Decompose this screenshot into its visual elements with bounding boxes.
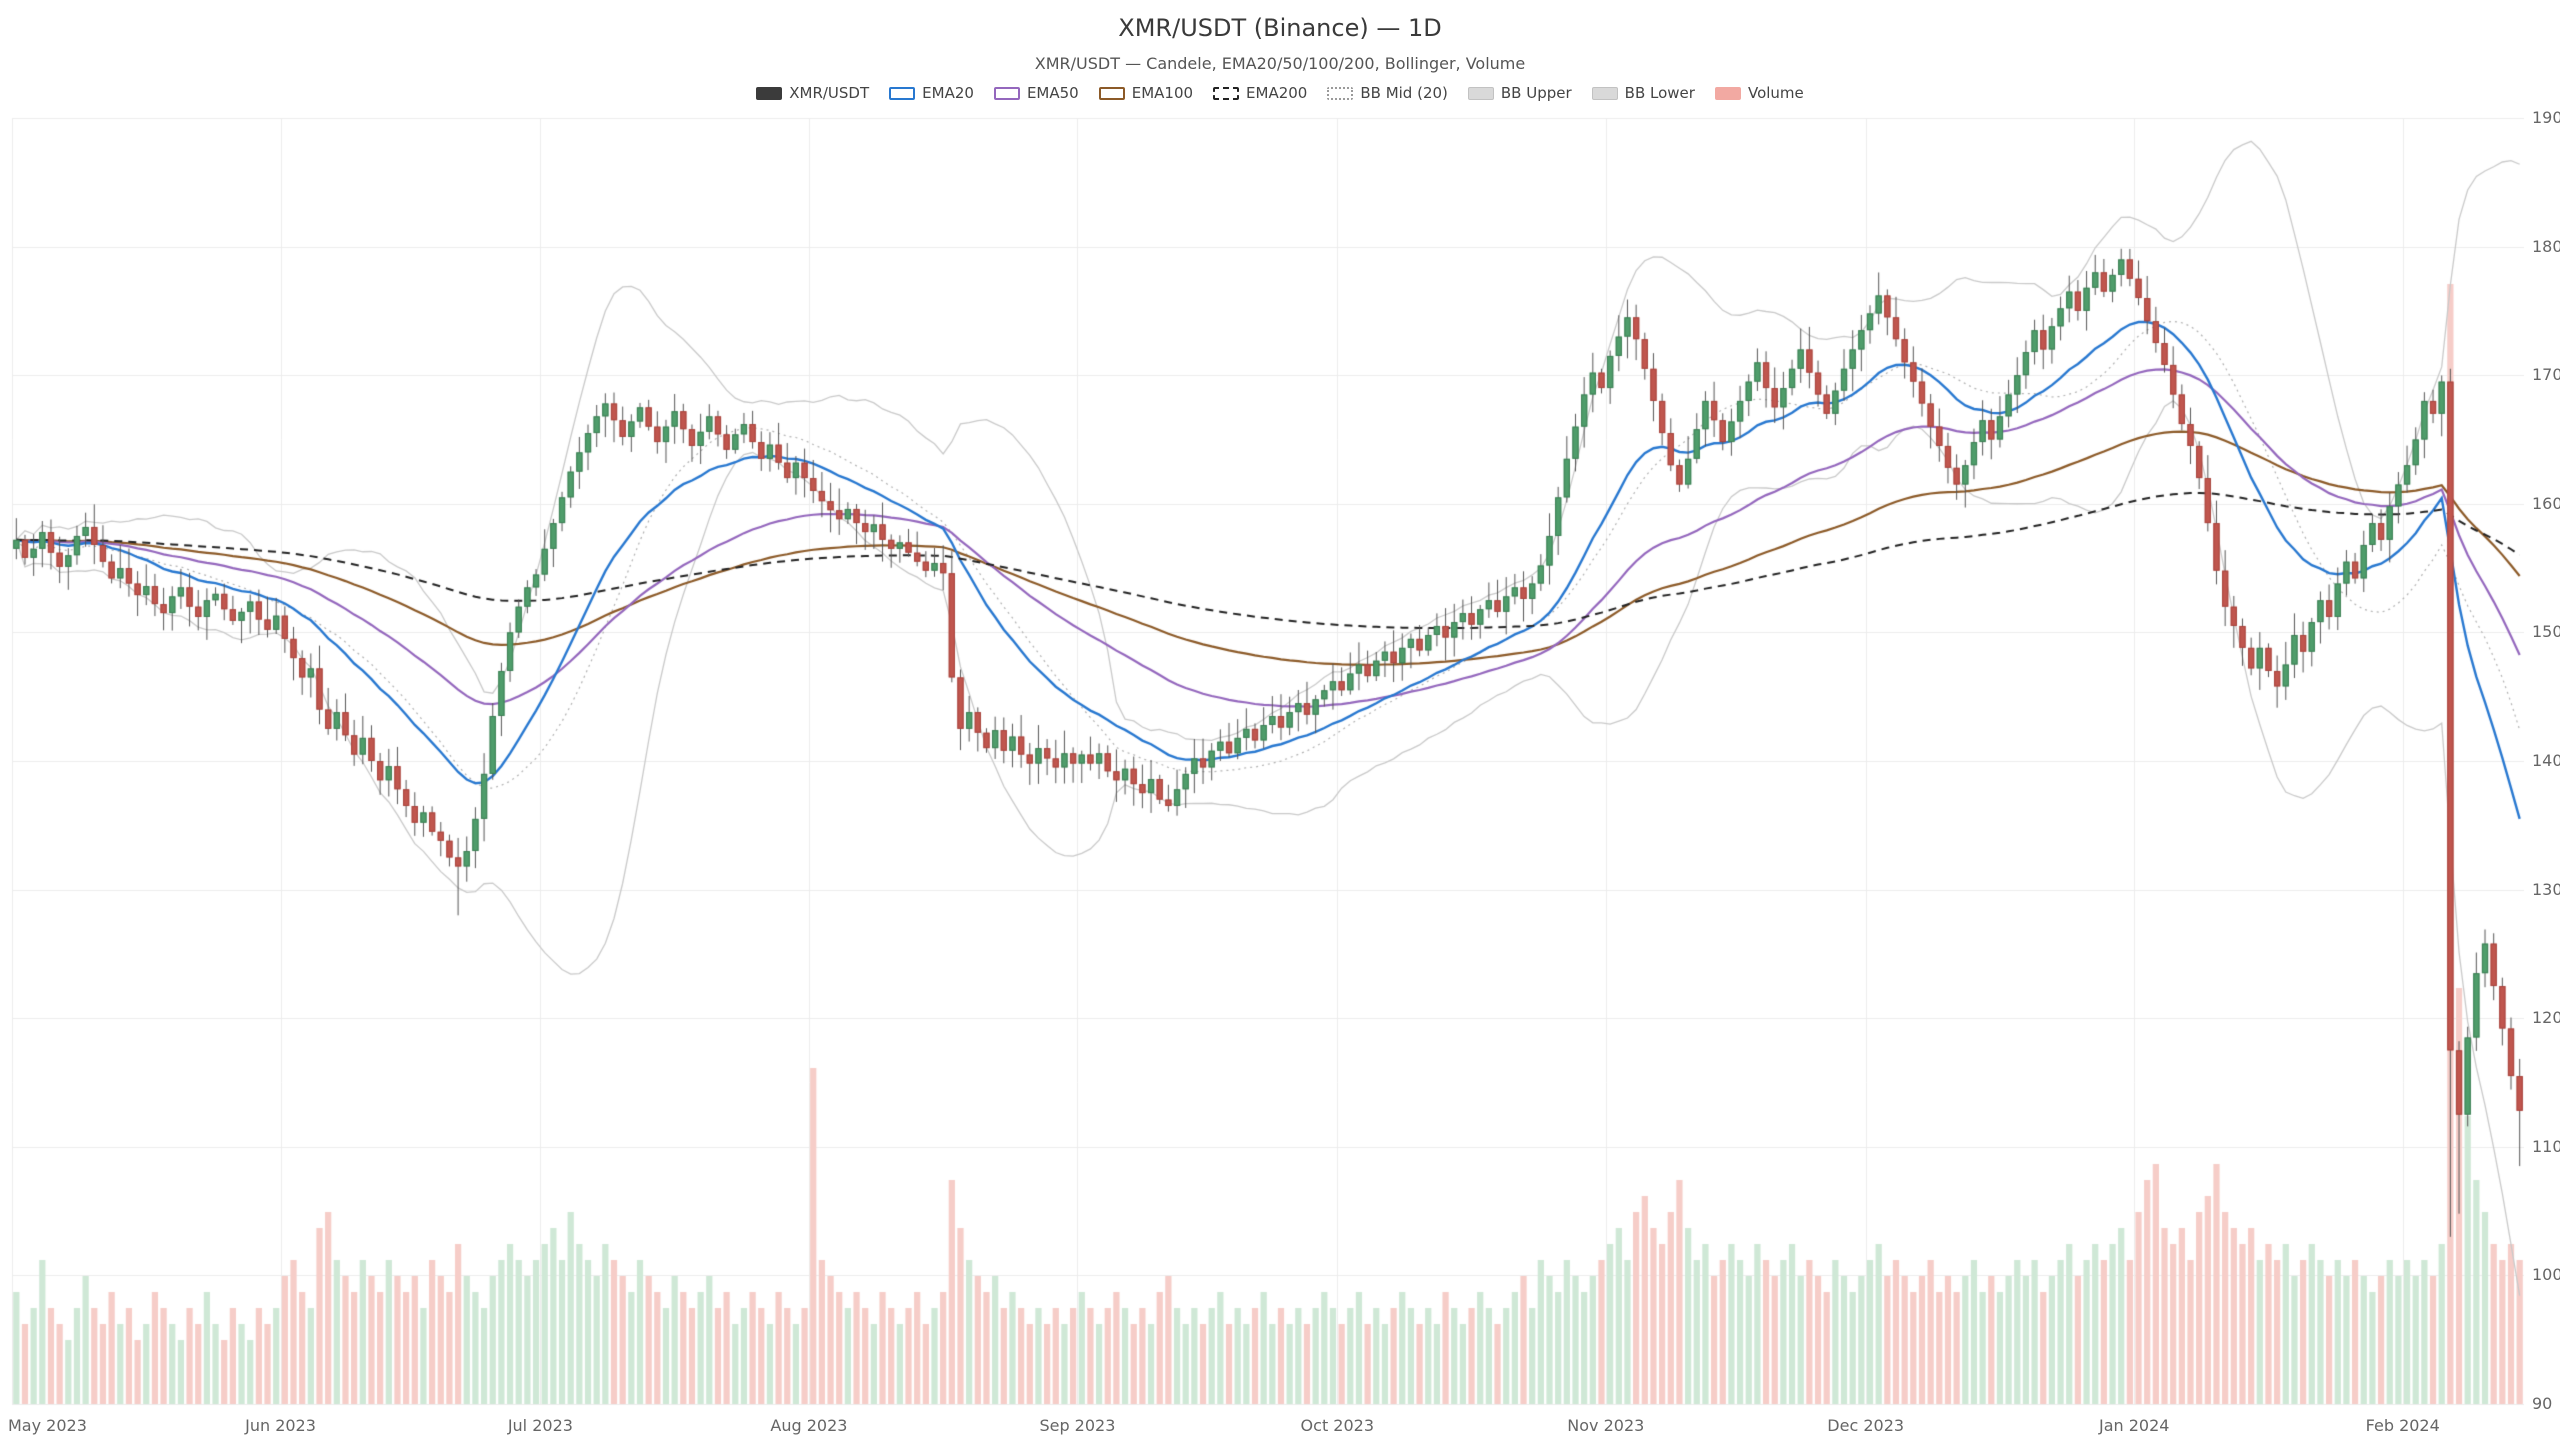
y-axis-tick: 130 (2532, 879, 2560, 899)
x-axis-tick: Feb 2024 (2365, 1416, 2440, 1435)
y-axis-tick: 160 (2532, 493, 2560, 513)
x-axis-tick: Sep 2023 (1039, 1416, 1116, 1435)
y-axis-tick: 170 (2532, 365, 2560, 385)
y-axis-tick: 180 (2532, 236, 2560, 256)
y-axis-tick: 150 (2532, 622, 2560, 642)
x-axis-tick: Dec 2023 (1827, 1416, 1905, 1435)
x-axis-tick: Nov 2023 (1567, 1416, 1645, 1435)
x-axis-tick: Jun 2023 (245, 1416, 316, 1435)
x-axis-tick: Aug 2023 (770, 1416, 848, 1435)
y-axis-tick: 140 (2532, 751, 2560, 770)
y-axis-tick: 100 (2532, 1265, 2560, 1285)
y-axis-tick: 120 (2532, 1008, 2560, 1028)
x-axis-tick: Jan 2024 (2098, 1416, 2170, 1435)
y-axis-tick: 190 (2532, 108, 2560, 127)
x-axis-tick: Oct 2023 (1300, 1416, 1375, 1435)
x-axis-tick: Jul 2023 (507, 1416, 573, 1435)
y-axis-tick: 110 (2532, 1136, 2560, 1156)
x-axis-tick: May 2023 (8, 1416, 87, 1435)
y-axis-tick: 90 (2532, 1394, 2553, 1413)
